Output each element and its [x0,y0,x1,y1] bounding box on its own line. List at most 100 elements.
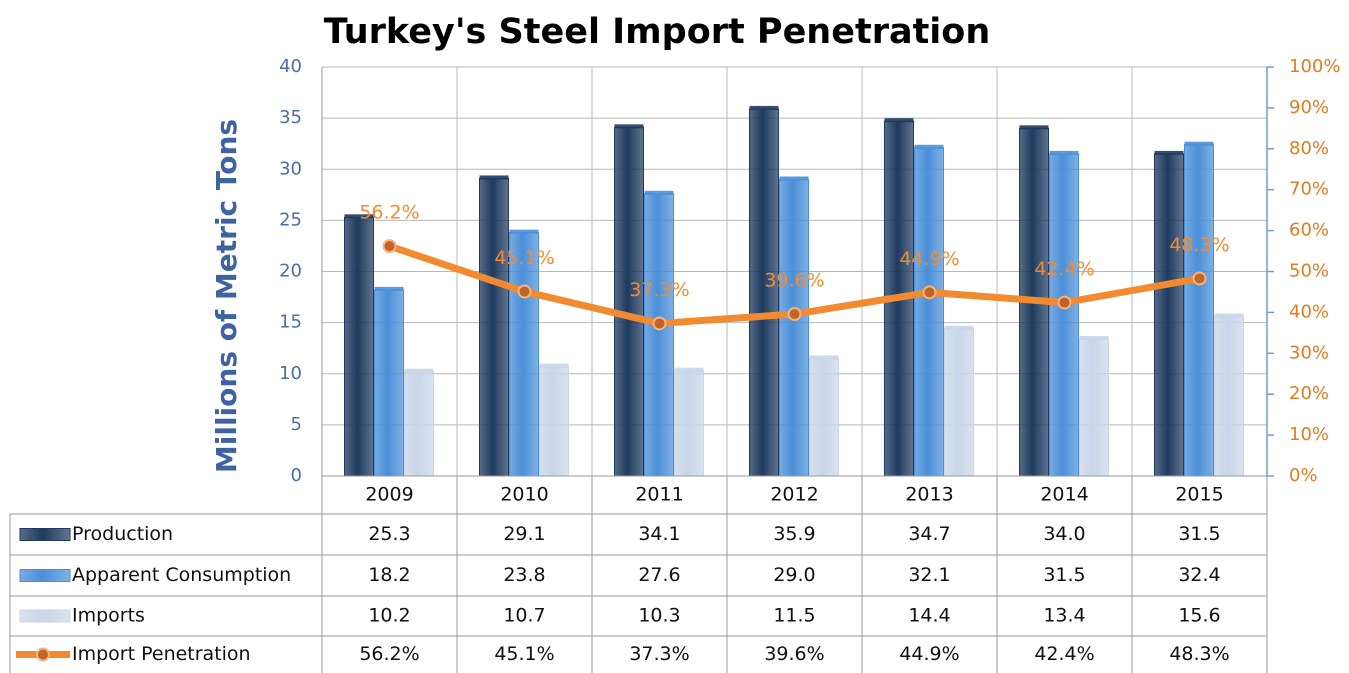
bar [779,178,809,477]
table-cell: 13.4 [1043,605,1085,627]
bar [1214,315,1244,477]
table-cell: 23.8 [503,564,545,586]
bar [479,177,509,477]
y2-tick-label: 70% [1289,179,1329,200]
bar-cap [374,286,404,291]
legend-label: Apparent Consumption [72,564,291,586]
bar [1154,153,1184,477]
data-label: 56.2% [359,202,419,224]
y-tick-label: 25 [279,209,302,230]
bar-cap [344,214,374,219]
bar-cap [779,176,809,181]
x-tick-label: 2009 [365,484,413,506]
legend-key [19,609,71,623]
bar-cap [644,190,674,195]
bar-cap [944,325,974,330]
bar [344,216,374,477]
legend-key [19,569,71,582]
x-tick-label: 2013 [905,484,953,506]
bar [1184,144,1214,477]
bar [374,289,404,477]
y-tick-label: 0 [291,465,302,486]
y-axis-label: Millions of Metric Tons [210,119,243,473]
legend-label: Imports [72,605,145,627]
x-tick-label: 2010 [500,484,548,506]
bar-cap [1184,141,1214,146]
bar-cap [914,144,944,149]
y2-tick-label: 80% [1289,138,1329,159]
data-label: 42.4% [1034,258,1094,280]
legend-label: Import Penetration [72,643,251,665]
table-cell: 29.1 [503,523,545,545]
bar [1079,338,1109,477]
bar [509,232,539,477]
bar-cap [479,175,509,180]
legend-key-marker [36,647,50,662]
y-tick-label: 10 [279,363,302,384]
y2-tick-label: 60% [1289,220,1329,241]
y-tick-label: 30 [279,158,302,179]
line-marker [922,285,937,300]
y-tick-label: 20 [279,261,302,282]
x-tick-label: 2012 [770,484,818,506]
line-marker [1192,271,1207,286]
bar-cap [1049,150,1079,155]
bar [809,357,839,477]
y-tick-label: 5 [291,414,302,435]
y2-tick-label: 90% [1289,97,1329,118]
table-cell: 25.3 [368,523,410,545]
bar [674,370,704,477]
table-cell: 31.5 [1043,564,1085,586]
table-cell: 14.4 [908,605,950,627]
table-cell: 35.9 [773,523,815,545]
bar [944,328,974,477]
table-cell: 34.7 [908,523,950,545]
bar-cap [674,367,704,372]
line-marker [517,284,532,299]
y2-tick-label: 0% [1289,465,1318,486]
table-cell: 10.2 [368,605,410,627]
table-cell: 15.6 [1178,605,1220,627]
bar [914,147,944,477]
bar [1049,153,1079,477]
table-cell: 42.4% [1034,643,1094,665]
y2-tick-label: 100% [1289,56,1340,77]
y2-tick-label: 50% [1289,261,1329,282]
bar [614,126,644,477]
legend-key [19,528,71,541]
bar [539,366,569,477]
y2-tick-label: 20% [1289,383,1329,404]
bar-cap [1019,125,1049,130]
table-cell: 10.3 [638,605,680,627]
table-cell: 45.1% [494,643,554,665]
line-marker [382,239,397,254]
table-cell: 32.4 [1178,564,1220,586]
y2-tick-label: 30% [1289,342,1329,363]
line-marker [787,307,802,322]
bar-cap [884,118,914,123]
data-label: 48.3% [1169,234,1229,256]
table-cell: 11.5 [773,605,815,627]
table-cell: 34.1 [638,523,680,545]
y2-tick-label: 10% [1289,424,1329,445]
table-cell: 48.3% [1169,643,1229,665]
data-label: 37.3% [629,279,689,301]
bar-cap [539,363,569,368]
bar [644,193,674,477]
bar [404,371,434,477]
y-tick-label: 15 [279,312,302,333]
table-cell: 56.2% [359,643,419,665]
x-tick-label: 2015 [1175,484,1223,506]
y-tick-label: 35 [279,107,302,128]
line-marker [652,316,667,331]
table-cell: 44.9% [899,643,959,665]
table-cell: 32.1 [908,564,950,586]
bar-cap [1214,313,1244,318]
bar-cap [1154,150,1184,155]
bar-cap [1079,335,1109,340]
table-cell: 29.0 [773,564,815,586]
table-cell: 31.5 [1178,523,1220,545]
x-tick-label: 2011 [635,484,683,506]
line-marker [1057,295,1072,310]
table-cell: 18.2 [368,564,410,586]
